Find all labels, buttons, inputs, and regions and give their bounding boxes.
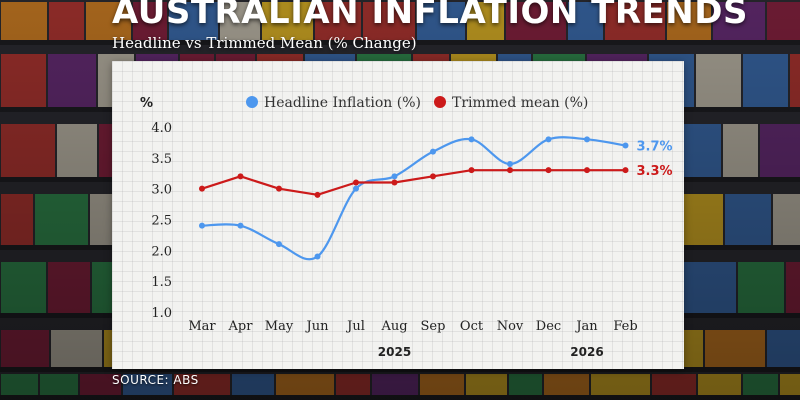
y-axis-ticks: 1.0 1.5 2.0 2.5 3.0 3.5 4.0 [151, 121, 172, 321]
x-tick-label: Oct [460, 319, 484, 334]
x-tick-label: Nov [497, 319, 524, 334]
legend-label-trimmed: Trimmed mean (%) [452, 95, 588, 111]
data-point [199, 222, 205, 229]
x-tick-label: Dec [536, 319, 561, 334]
x-tick-label: Aug [380, 319, 407, 334]
data-point [391, 179, 398, 186]
data-point [276, 241, 282, 248]
legend: Headline Inflation (%) Trimmed mean (%) [246, 95, 588, 111]
y-tick-label: 2.0 [151, 244, 172, 259]
series-end-labels: 3.7% 3.3% [637, 140, 673, 180]
x-tick-label: Jun [305, 319, 330, 334]
data-point [545, 136, 552, 143]
y-tick-label: 1.0 [151, 306, 172, 321]
x-tick-label: Jan [574, 319, 598, 334]
legend-label-headline: Headline Inflation (%) [264, 95, 421, 111]
year-label: 2025 [378, 345, 411, 359]
y-tick-label: 3.0 [151, 183, 172, 198]
data-point [584, 136, 590, 143]
legend-marker-trimmed [434, 96, 446, 108]
data-point [507, 167, 513, 174]
chart-subtitle: Headline vs Trimmed Mean (% Change) [112, 34, 417, 52]
data-point [391, 173, 398, 180]
x-tick-label: Sep [421, 319, 446, 334]
x-tick-label: Apr [228, 319, 254, 334]
series-line-0 [200, 136, 627, 261]
series-points [199, 136, 629, 260]
x-axis-ticks: Mar Apr May Jun Jul Aug Sep Oct Nov Dec Jan Feb [188, 319, 637, 334]
data-point [468, 136, 475, 143]
y-tick-label: 4.0 [151, 121, 172, 136]
series-line-1 [200, 169, 627, 196]
chart-title: AUSTRALIAN INFLATION TRENDS [112, 0, 748, 32]
series-lines [200, 136, 627, 261]
data-point [545, 167, 552, 174]
x-tick-label: May [265, 319, 294, 334]
end-value-label: 3.7% [637, 140, 673, 155]
data-point [430, 173, 436, 180]
y-tick-label: 1.5 [151, 275, 172, 290]
legend-marker-headline [246, 96, 258, 108]
source-note: SOURCE: ABS [112, 373, 199, 387]
x-tick-label: Jul [345, 319, 365, 334]
end-value-label: 3.3% [637, 164, 673, 179]
y-tick-label: 2.5 [151, 214, 172, 229]
data-point [353, 179, 359, 186]
data-point [314, 191, 321, 198]
data-point [622, 142, 629, 149]
data-point [237, 222, 244, 229]
y-axis-unit: % [140, 96, 153, 111]
data-point [237, 173, 244, 180]
data-point [353, 185, 359, 192]
chart-panel [112, 61, 684, 369]
data-point [622, 167, 629, 174]
data-point [430, 148, 436, 155]
year-labels: 2025 2026 [378, 345, 604, 359]
year-label: 2026 [570, 345, 603, 359]
data-point [314, 253, 321, 260]
data-point [468, 167, 475, 174]
data-point [276, 185, 282, 192]
x-tick-label: Mar [188, 319, 216, 334]
data-point [507, 161, 513, 167]
y-tick-label: 3.5 [151, 152, 172, 167]
data-point [584, 167, 590, 174]
data-point [199, 185, 205, 192]
x-tick-label: Feb [613, 319, 637, 334]
